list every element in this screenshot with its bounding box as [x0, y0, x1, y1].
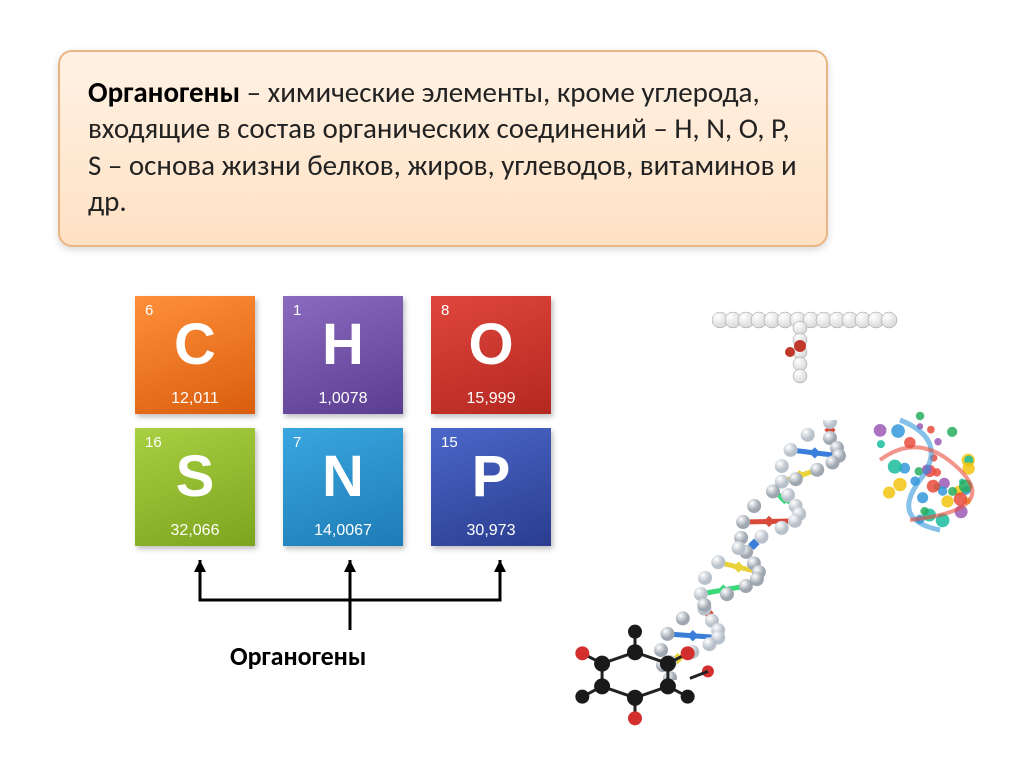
atomic-mass: 30,973 — [431, 522, 551, 540]
element-symbol: O — [431, 316, 551, 374]
element-symbol: H — [283, 316, 403, 374]
elements-row-1: 6 C 12,0111 H 1,00788 O 15,999 — [135, 296, 575, 414]
element-symbol: C — [135, 316, 255, 374]
atomic-mass: 32,066 — [135, 522, 255, 540]
molecule-illustration — [530, 605, 740, 745]
atomic-mass: 14,0067 — [283, 522, 403, 540]
element-tile-h: 1 H 1,0078 — [283, 296, 403, 414]
protein-illustration — [860, 400, 990, 540]
element-symbol: P — [431, 448, 551, 506]
element-tile-p: 15 P 30,973 — [431, 428, 551, 546]
organogens-label: Органогены — [230, 640, 366, 672]
element-symbol: S — [135, 448, 255, 506]
definition-box: Органогены – химические элементы, кроме … — [58, 50, 828, 247]
element-tile-n: 7 N 14,0067 — [283, 428, 403, 546]
element-tile-c: 6 C 12,011 — [135, 296, 255, 414]
atomic-mass: 1,0078 — [283, 390, 403, 408]
element-tile-s: 16 S 32,066 — [135, 428, 255, 546]
elements-row-2: 16 S 32,0667 N 14,006715 P 30,973 — [135, 428, 575, 546]
lipid-illustration — [705, 290, 915, 390]
atomic-mass: 15,999 — [431, 390, 551, 408]
element-tile-o: 8 O 15,999 — [431, 296, 551, 414]
term: Органогены — [88, 74, 240, 110]
element-symbol: N — [283, 448, 403, 506]
atomic-mass: 12,011 — [135, 390, 255, 408]
connector-bracket — [170, 560, 530, 640]
elements-grid: 6 C 12,0111 H 1,00788 O 15,999 16 S 32,0… — [135, 296, 575, 560]
